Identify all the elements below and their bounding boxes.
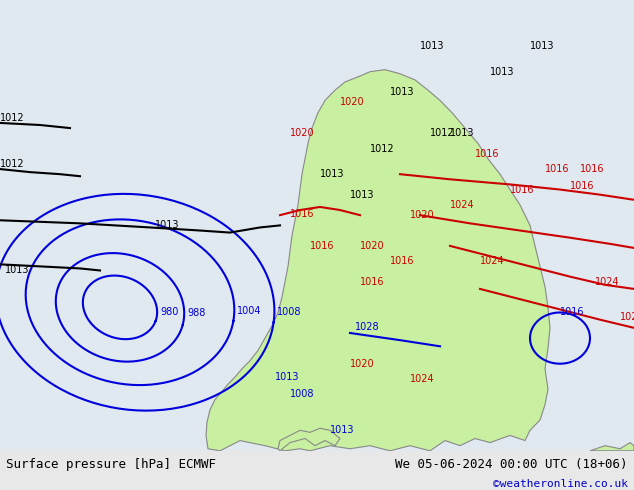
Text: 1016: 1016 — [570, 181, 595, 192]
Text: 1016: 1016 — [290, 209, 314, 219]
Text: 1008: 1008 — [278, 307, 302, 317]
Text: 1016: 1016 — [560, 308, 585, 318]
Text: ©weatheronline.co.uk: ©weatheronline.co.uk — [493, 479, 628, 489]
Text: 1024: 1024 — [595, 277, 619, 287]
Text: 1016: 1016 — [510, 185, 534, 195]
Text: 1016: 1016 — [545, 164, 569, 174]
Text: 1020: 1020 — [340, 98, 365, 107]
Text: 1013: 1013 — [490, 67, 515, 77]
Text: 1013: 1013 — [530, 41, 555, 51]
Text: We 05-06-2024 00:00 UTC (18+06): We 05-06-2024 00:00 UTC (18+06) — [395, 458, 628, 471]
Polygon shape — [206, 70, 550, 451]
Text: 1016: 1016 — [580, 164, 604, 174]
Text: 1013: 1013 — [450, 128, 474, 138]
Text: 1012: 1012 — [370, 144, 394, 153]
Text: 1016: 1016 — [475, 148, 500, 159]
Text: 1028: 1028 — [355, 322, 380, 332]
Text: 1013: 1013 — [5, 266, 30, 275]
Text: 1012: 1012 — [0, 113, 25, 123]
Text: 1004: 1004 — [237, 306, 262, 316]
Text: 1013: 1013 — [155, 220, 179, 230]
Polygon shape — [278, 428, 340, 451]
Text: 1024: 1024 — [480, 256, 505, 266]
Text: Surface pressure [hPa] ECMWF: Surface pressure [hPa] ECMWF — [6, 458, 216, 471]
Text: 1020: 1020 — [350, 359, 375, 368]
Text: 1020: 1020 — [410, 210, 435, 220]
Text: 1012: 1012 — [0, 159, 25, 169]
Text: 1013: 1013 — [350, 190, 375, 199]
Text: 1013: 1013 — [320, 169, 344, 179]
Text: 1020: 1020 — [290, 128, 314, 138]
Text: 1013: 1013 — [420, 41, 444, 51]
Text: 1013: 1013 — [390, 87, 415, 97]
Text: 1016: 1016 — [360, 277, 384, 287]
Text: 988: 988 — [187, 308, 205, 318]
Text: 1012: 1012 — [430, 128, 455, 138]
Text: 1008: 1008 — [290, 390, 314, 399]
Text: 1024: 1024 — [450, 200, 475, 210]
Text: 1016: 1016 — [390, 256, 415, 266]
Text: 1016: 1016 — [310, 241, 335, 251]
Text: 1028: 1028 — [620, 312, 634, 321]
Text: 1020: 1020 — [360, 241, 385, 251]
Polygon shape — [590, 442, 634, 451]
Text: 1013: 1013 — [330, 425, 354, 435]
Text: 980: 980 — [160, 307, 179, 317]
Text: 1024: 1024 — [410, 374, 435, 384]
Text: 1013: 1013 — [275, 372, 299, 382]
